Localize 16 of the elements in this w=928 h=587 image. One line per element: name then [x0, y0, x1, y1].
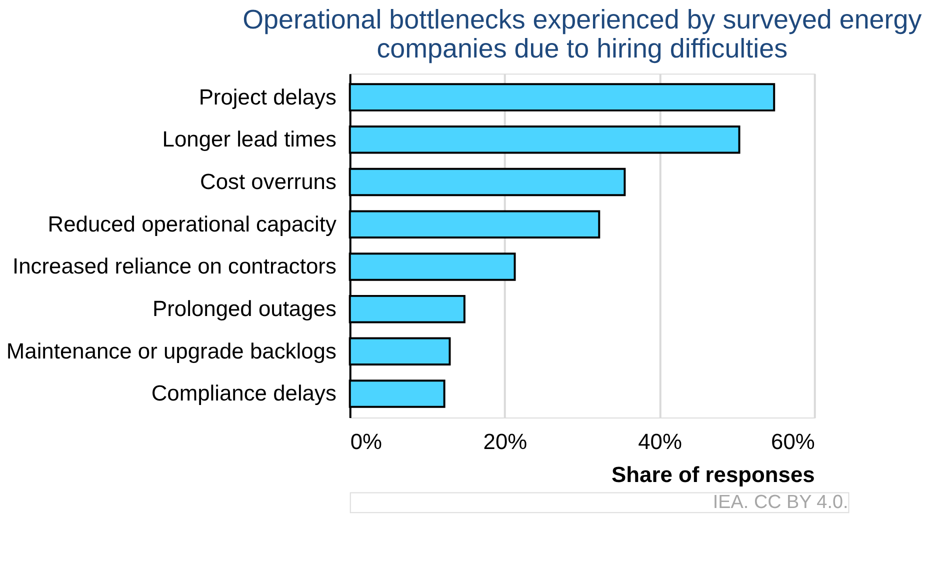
y-tick-label: Maintenance or upgrade backlogs: [6, 338, 336, 364]
text: companies due to hiring difficulties: [376, 34, 788, 64]
text: Operational bottlenecks experienced by surveyed energy: [242, 4, 922, 35]
x-tick-label: 40%: [638, 428, 682, 454]
y-tick-label: Compliance delays: [151, 380, 336, 406]
y-tick-label: Cost overruns: [200, 168, 336, 194]
y-tick-label: Longer lead times: [162, 126, 336, 152]
y-tick-label: Project delays: [198, 84, 336, 110]
x-axis-title: Share of responses: [612, 462, 815, 487]
y-tick-label: Reduced operational capacity: [48, 211, 336, 236]
x-tick-label: 20%: [483, 428, 528, 454]
x-tick-label: 60%: [771, 428, 815, 454]
x-tick-label: 0%: [350, 428, 382, 454]
text: IEA. CC BY 4.0.: [712, 492, 848, 514]
y-tick-label: Prolonged outages: [152, 296, 336, 322]
y-tick-label: Increased reliance on contractors: [12, 254, 336, 279]
